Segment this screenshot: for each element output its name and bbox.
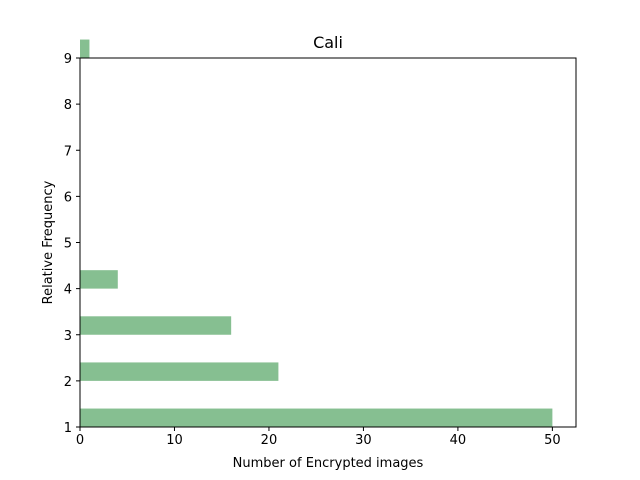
bar-2 xyxy=(80,362,279,381)
x-tick-label: 0 xyxy=(76,433,84,448)
y-tick-label: 6 xyxy=(64,190,72,205)
x-tick-label: 20 xyxy=(261,433,278,448)
bar-5 xyxy=(80,39,90,58)
y-tick-label: 9 xyxy=(64,52,72,67)
x-axis: 0 10 20 30 40 50 xyxy=(76,427,561,448)
y-tick-label: 7 xyxy=(64,144,72,159)
y-tick-label: 3 xyxy=(64,329,72,344)
y-axis-label: Relative Frequency xyxy=(41,180,56,304)
bar-4 xyxy=(80,270,118,289)
y-axis: 1 2 3 4 5 6 7 8 9 xyxy=(64,52,80,436)
y-tick-label: 5 xyxy=(64,237,72,252)
y-tick-label: 1 xyxy=(64,421,72,436)
x-tick-label: 40 xyxy=(450,433,467,448)
bars-group xyxy=(80,39,553,427)
x-tick-label: 50 xyxy=(544,433,561,448)
chart-title: Cali xyxy=(313,33,343,52)
x-tick-label: 10 xyxy=(166,433,183,448)
bar-1 xyxy=(80,408,553,427)
x-axis-label: Number of Encrypted images xyxy=(233,456,424,471)
x-tick-label: 30 xyxy=(355,433,372,448)
bar-3 xyxy=(80,316,232,335)
y-tick-label: 8 xyxy=(64,98,72,113)
y-tick-label: 2 xyxy=(64,375,72,390)
y-tick-label: 4 xyxy=(64,283,72,298)
